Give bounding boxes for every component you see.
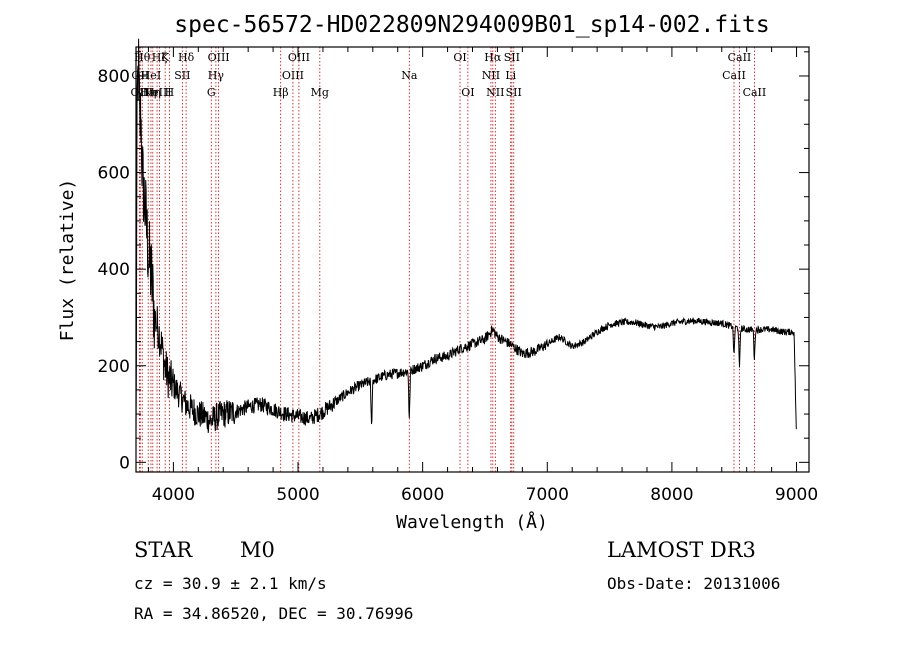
line-label: Mg — [311, 86, 329, 99]
y-tick-label: 400 — [98, 260, 130, 280]
x-tick-label: 9000 — [775, 485, 818, 505]
y-tick-label: 0 — [119, 453, 130, 473]
line-label: NII — [482, 69, 500, 82]
spectrum-line — [135, 38, 797, 435]
line-label: SII — [174, 69, 190, 82]
line-label: H — [165, 86, 175, 99]
obs-date: Obs-Date: 20131006 — [607, 574, 781, 593]
line-label: SII — [504, 51, 520, 64]
line-label: Hη — [140, 86, 156, 99]
y-tick-label: 600 — [98, 164, 130, 184]
axis-ticks: 4000 5000 6000 7000 8000 9000 0 200 400 600 800 — [98, 47, 818, 505]
line-label: HeI — [141, 69, 161, 82]
line-label: NII — [486, 86, 504, 99]
line-label: SII — [506, 86, 522, 99]
line-label: K — [161, 51, 170, 64]
line-label: CaII — [728, 51, 752, 64]
y-axis-label: Flux (relative) — [57, 179, 78, 342]
y-tick-label: 200 — [98, 357, 130, 377]
line-label: OI — [453, 51, 466, 64]
line-label: Hθ — [134, 51, 151, 64]
line-label: Hη — [145, 86, 161, 99]
x-tick-label: 4000 — [152, 485, 195, 505]
x-tick-label: 6000 — [401, 485, 444, 505]
line-label: Hγ — [208, 69, 225, 82]
line-label: Hδ — [178, 51, 195, 64]
line-label: OIII — [282, 69, 304, 82]
chart-title: spec-56572-HD022809N294009B01_sp14-002.f… — [174, 12, 769, 38]
line-label: Hα — [484, 51, 502, 64]
line-label: Hζ — [152, 51, 168, 64]
x-tick-label: 7000 — [526, 485, 569, 505]
y-tick-label: 800 — [98, 67, 130, 87]
redshift-readout: cz = 30.9 ± 2.1 km/s — [134, 574, 327, 593]
line-label: Hβ — [273, 86, 289, 99]
line-label: G — [207, 86, 216, 99]
line-label: OI — [461, 86, 474, 99]
line-label: CaII — [722, 69, 746, 82]
x-tick-label: 5000 — [276, 485, 319, 505]
line-label: OIII — [208, 51, 230, 64]
line-markers: OIIOIIHθHηHeIHηNeIIIHζKHSIIHδGHγOIIIHβOI… — [131, 47, 767, 472]
object-subclass: M0 — [240, 538, 275, 562]
x-axis-label: Wavelength (Å) — [396, 511, 548, 533]
coordinates: RA = 34.86520, DEC = 30.76996 — [134, 604, 414, 623]
object-class: STAR — [134, 538, 193, 562]
line-label: NeIII — [142, 86, 171, 99]
line-label: CaII — [743, 86, 767, 99]
survey-label: LAMOST DR3 — [607, 538, 756, 562]
line-label: Li — [505, 69, 516, 82]
line-label: OIII — [288, 51, 310, 64]
x-tick-label: 8000 — [650, 485, 693, 505]
line-label: Na — [401, 69, 418, 82]
